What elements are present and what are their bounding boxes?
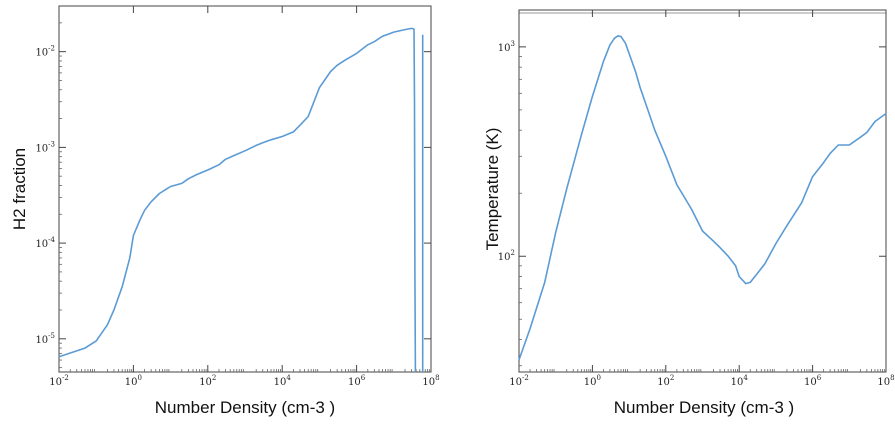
x-tick-label: 104 [731,374,749,388]
y-tick-exponent: -2 [48,45,55,53]
x-tick-exponent: 4 [743,374,748,382]
right-x-axis-label-text: Number Density (cm-3 ) [614,398,794,417]
x-tick-label: 108 [422,374,439,388]
x-tick-label: 100 [125,374,142,388]
right-y-axis-label: Temperature (K) [483,128,502,251]
y-tick-label: 10-4 [35,236,55,250]
x-tick-exponent: 0 [138,374,142,382]
x-tick-label: 100 [584,374,601,388]
x-tick-base: 10 [877,377,890,388]
right-y-axis-label-text: Temperature (K) [483,128,502,251]
x-tick-base: 10 [199,377,212,388]
x-tick-exponent: 8 [890,374,894,382]
y-tick-label: 10-3 [35,140,55,154]
x-tick-label: 104 [274,374,292,388]
y-tick-label: 10-5 [35,332,55,346]
x-tick-label: 102 [199,374,216,388]
temperature-plot-frame [518,9,887,373]
x-tick-exponent: 6 [817,374,822,382]
y-tick-base: 10 [498,252,511,263]
x-tick-base: 10 [274,377,287,388]
y-tick-label: 10-2 [35,45,55,59]
y-tick-label: 102 [498,249,515,263]
x-tick-exponent: 2 [670,374,674,382]
y-tick-exponent: 3 [511,40,515,48]
x-tick-base: 10 [731,377,744,388]
x-tick-exponent: -2 [62,374,69,382]
x-tick-label: 10-2 [509,374,529,388]
x-tick-exponent: 0 [597,374,601,382]
h2-fraction-plot-frame [58,5,432,373]
y-tick-exponent: -4 [48,236,55,244]
x-tick-label: 108 [877,374,894,388]
x-tick-exponent: 8 [435,374,439,382]
x-tick-exponent: 2 [212,374,216,382]
x-tick-base: 10 [348,377,361,388]
left-y-axis-label: H2 fraction [10,148,29,230]
y-tick-base: 10 [35,143,48,154]
left-x-axis-label: Number Density (cm-3 ) [155,398,335,417]
y-tick-label: 103 [498,40,515,54]
y-tick-exponent: 2 [511,249,515,257]
y-tick-exponent: -3 [48,140,55,148]
x-tick-label: 102 [657,374,674,388]
x-tick-base: 10 [657,377,670,388]
x-tick-label: 106 [804,374,822,388]
left-x-axis-label-text: Number Density (cm-3 ) [155,398,335,417]
x-tick-base: 10 [49,377,62,388]
series-line-0 [518,34,887,361]
x-tick-base: 10 [584,377,597,388]
y-tick-base: 10 [498,43,511,54]
x-tick-exponent: 6 [361,374,366,382]
y-tick-base: 10 [35,335,48,346]
x-tick-base: 10 [422,377,435,388]
left-y-axis-label-text: H2 fraction [10,148,29,230]
x-tick-base: 10 [509,377,522,388]
x-tick-base: 10 [125,377,138,388]
x-tick-exponent: 4 [286,374,291,382]
series-line-0 [58,27,417,373]
x-tick-label: 106 [348,374,366,388]
right-x-axis-label: Number Density (cm-3 ) [614,398,794,417]
x-tick-label: 10-2 [49,374,69,388]
y-tick-base: 10 [35,239,48,250]
y-tick-base: 10 [35,48,48,59]
x-tick-base: 10 [804,377,817,388]
x-tick-exponent: -2 [522,374,529,382]
y-tick-exponent: -5 [48,332,55,340]
